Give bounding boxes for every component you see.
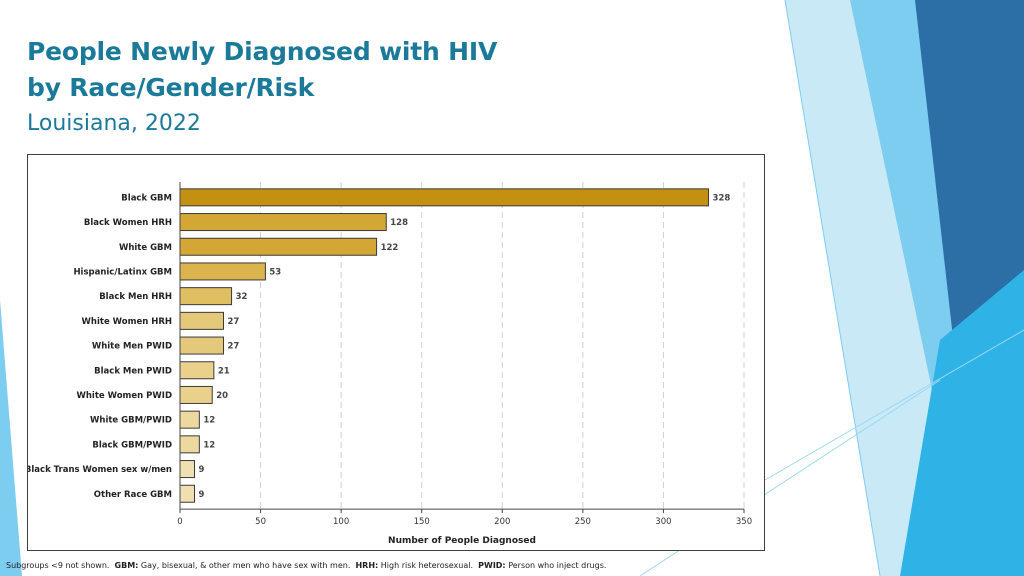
bar	[179, 385, 213, 404]
bar	[179, 262, 266, 281]
data-label: 21	[218, 366, 230, 376]
bar	[179, 435, 200, 454]
x-tick-label: 150	[414, 517, 430, 527]
category-label: Black Men PWID	[94, 366, 172, 376]
bar	[179, 410, 200, 429]
bar	[179, 336, 225, 355]
category-label: Black Men HRH	[99, 292, 172, 302]
category-label: Black GBM	[121, 193, 172, 203]
bar	[179, 460, 196, 479]
footnote-prefix: Subgroups <9 not shown.	[6, 561, 110, 570]
footnote-hrh-def: High risk heterosexual.	[380, 561, 474, 570]
footnote-gbm-def: Gay, bisexual, & other men who have sex …	[140, 561, 351, 570]
category-label: White GBM	[119, 243, 172, 253]
data-label: 12	[203, 440, 215, 450]
page-subtitle: Louisiana, 2022	[27, 111, 201, 136]
footnote-pwid-def: Person who inject drugs.	[508, 561, 607, 570]
bar	[179, 361, 215, 380]
bar	[179, 311, 225, 330]
deco-left-sliver	[0, 300, 22, 576]
x-tick-label: 50	[255, 517, 266, 527]
bar	[179, 287, 233, 306]
x-tick-label: 250	[575, 517, 591, 527]
data-label: 20	[216, 391, 228, 401]
data-label: 122	[381, 243, 399, 253]
page-title-line2: by Race/Gender/Risk	[27, 73, 315, 102]
category-label: White Women HRH	[82, 317, 172, 327]
deco-line-1	[784, 0, 881, 576]
data-label: 328	[713, 193, 731, 203]
category-label: Black GBM/PWID	[92, 440, 172, 450]
data-label: 27	[228, 342, 240, 352]
footnote-gbm-term: GBM:	[114, 561, 139, 570]
bar	[179, 484, 196, 503]
bar	[179, 237, 378, 256]
data-label: 9	[199, 490, 205, 500]
x-tick-label: 0	[177, 517, 182, 527]
x-tick-label: 100	[333, 517, 349, 527]
category-label: Black Women HRH	[84, 218, 172, 228]
chart-frame: Black GBM 328 Black Women HRH 128 White GBM 1…	[27, 154, 765, 551]
footnote-pwid-term: PWID:	[478, 561, 506, 570]
bar	[179, 188, 710, 207]
footnote: Subgroups <9 not shown. GBM: Gay, bisexu…	[6, 561, 606, 570]
footnote-hrh-term: HRH:	[355, 561, 379, 570]
category-label: Other Race GBM	[94, 490, 172, 500]
deco-blue-panel	[900, 270, 1024, 576]
category-label: Black Trans Women sex w/men	[28, 465, 172, 475]
bar	[179, 213, 387, 232]
category-label: White Women PWID	[77, 391, 173, 401]
x-tick-label: 300	[655, 517, 671, 527]
page-title-line1: People Newly Diagnosed with HIV	[27, 37, 498, 66]
data-label: 27	[228, 317, 240, 327]
x-axis-title: Number of People Diagnosed	[388, 536, 536, 546]
deco-line-2	[764, 329, 1024, 481]
data-label: 9	[199, 465, 205, 475]
data-label: 128	[390, 218, 408, 228]
category-label: Hispanic/Latinx GBM	[73, 267, 172, 277]
data-label: 32	[236, 292, 248, 302]
data-label: 53	[269, 267, 281, 277]
category-label: White GBM/PWID	[90, 416, 172, 426]
x-tick-label: 200	[494, 517, 510, 527]
category-label: White Men PWID	[92, 342, 172, 352]
bar-chart: Black GBM 328 Black Women HRH 128 White GBM 1…	[28, 182, 752, 546]
x-tick-label: 350	[736, 517, 752, 527]
data-label: 12	[203, 416, 215, 426]
